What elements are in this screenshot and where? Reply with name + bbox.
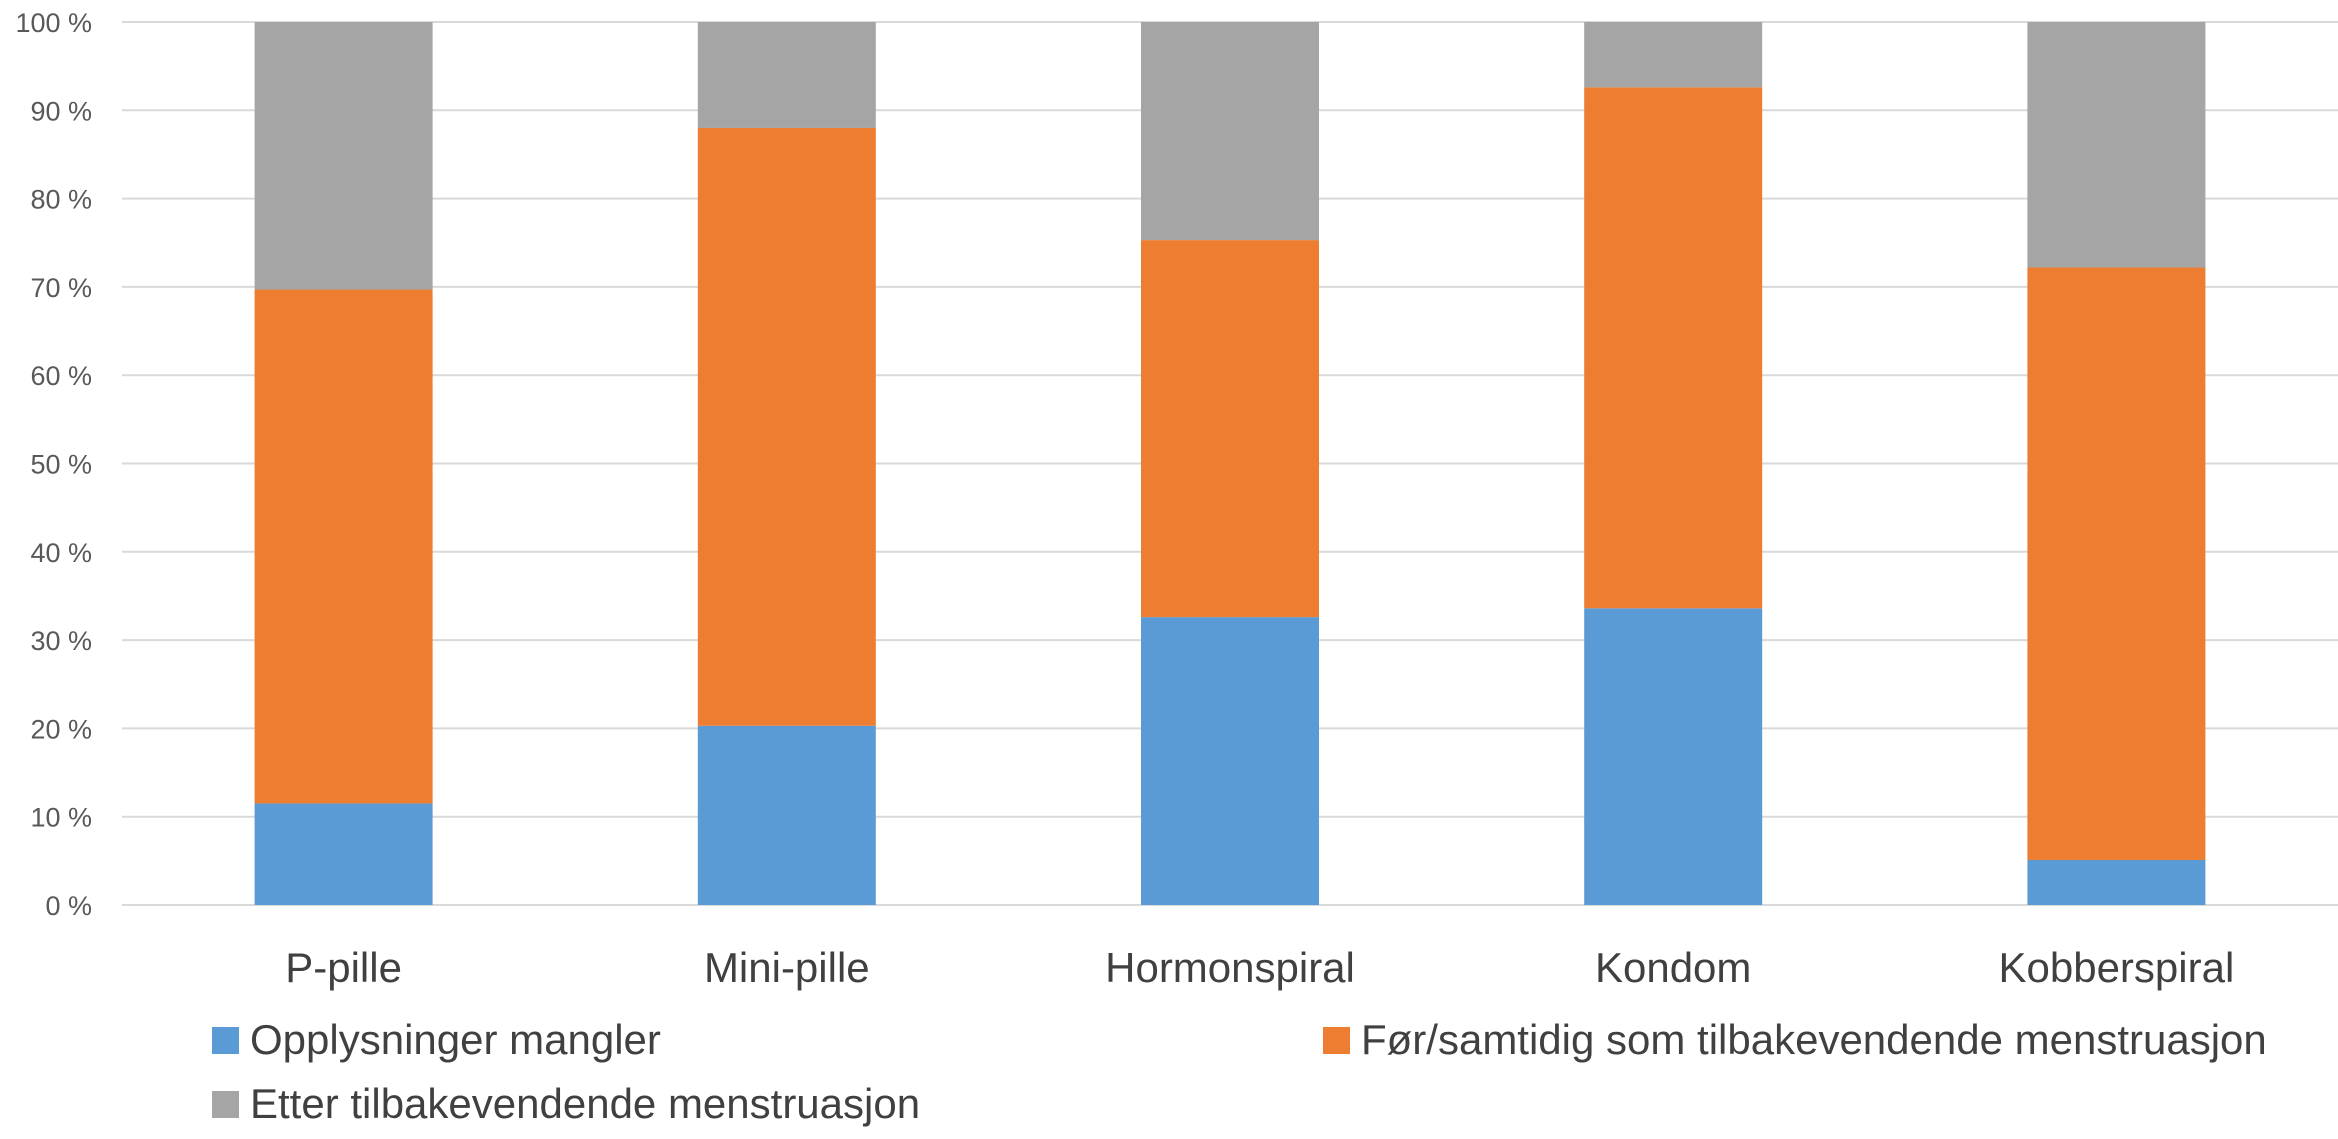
bar-segment	[1141, 240, 1319, 618]
x-category-label: P-pille	[285, 944, 402, 991]
bar-segment	[1141, 617, 1319, 905]
y-tick-label: 70 %	[30, 273, 92, 303]
legend-swatch	[212, 1091, 239, 1118]
bar-segment	[2027, 22, 2206, 268]
bar-segment	[697, 22, 876, 128]
y-tick-label: 20 %	[30, 714, 92, 744]
y-tick-label: 0 %	[45, 891, 92, 921]
legend-label: Før/samtidig som tilbakevendende menstru…	[1361, 1016, 2267, 1063]
bar-segment	[1584, 87, 1763, 609]
y-tick-label: 50 %	[30, 450, 92, 480]
bar-stacks	[254, 22, 2206, 905]
legend-label: Opplysninger mangler	[250, 1016, 661, 1063]
y-tick-label: 80 %	[30, 185, 92, 215]
y-tick-label: 100 %	[15, 8, 92, 38]
bar-segment	[697, 127, 876, 726]
legend-label: Etter tilbakevendende menstruasjon	[250, 1080, 920, 1127]
y-tick-label: 90 %	[30, 96, 92, 126]
x-axis-category-labels: P-pille Mini-pille Hormonspiral Kondom Kobbe…	[285, 944, 2234, 991]
bar-segment	[1584, 22, 1763, 88]
x-category-label: Hormonspiral	[1105, 944, 1355, 991]
legend-swatch	[1323, 1027, 1350, 1054]
y-tick-label: 10 %	[30, 803, 92, 833]
bar-segment	[2027, 267, 2206, 860]
bar-segment	[697, 725, 876, 905]
bar-segment	[1141, 22, 1319, 241]
bar-segment	[2027, 859, 2206, 905]
x-category-label: Kobberspiral	[1998, 944, 2234, 991]
bar-segment	[254, 22, 433, 290]
bar-segment	[1584, 608, 1763, 905]
legend: Opplysninger mangler Før/samtidig som til…	[212, 1016, 2267, 1127]
x-category-label: Mini-pille	[704, 944, 870, 991]
y-axis-tick-labels: 0 % 10 % 20 % 30 % 40 % 50 % 60 % 70 % 80 % 90 % 1…	[15, 8, 92, 921]
bar-segment	[254, 289, 433, 804]
y-tick-label: 60 %	[30, 361, 92, 391]
y-tick-label: 40 %	[30, 538, 92, 568]
bar-segment	[254, 803, 433, 905]
y-tick-label: 30 %	[30, 626, 92, 656]
x-category-label: Kondom	[1595, 944, 1751, 991]
legend-swatch	[212, 1027, 239, 1054]
